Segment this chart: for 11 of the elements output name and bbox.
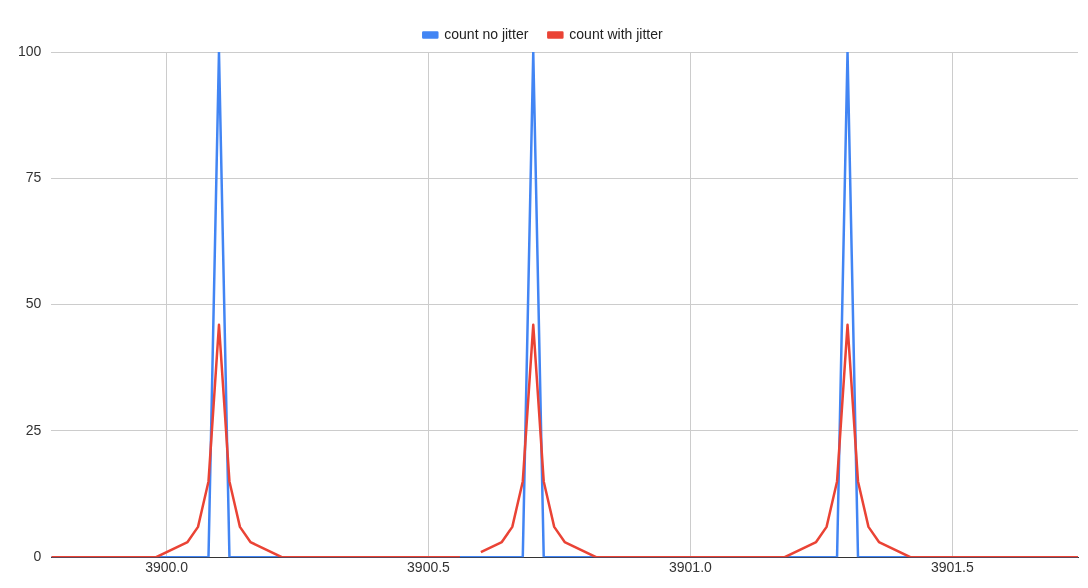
x-tick-label: 3901.0 [668,559,713,576]
y-tick-label: 75 [25,169,42,186]
y-tick-label: 100 [18,42,42,59]
x-tick-label: 3901.5 [930,559,974,576]
legend-label: count with jitter [569,25,664,42]
x-tick-label: 3900.0 [145,559,189,576]
y-tick-label: 25 [25,421,42,438]
y-tick-label: 0 [33,548,42,565]
legend-label: count no jitter [444,25,529,42]
x-tick-label: 3900.5 [407,559,451,576]
y-tick-label: 50 [25,295,42,312]
